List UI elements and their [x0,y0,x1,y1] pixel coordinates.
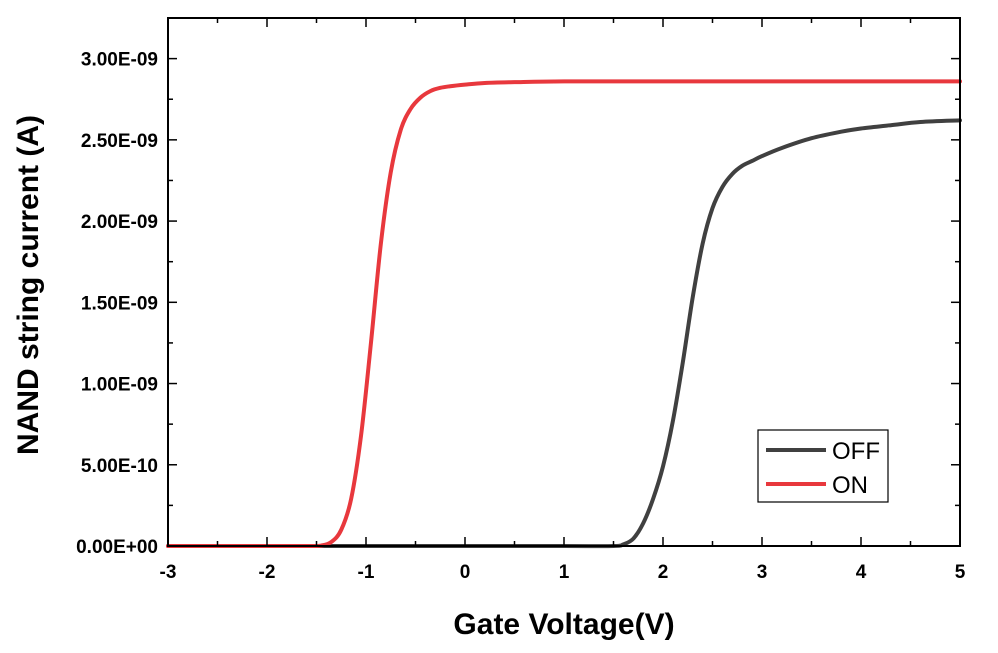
x-tick-label: 1 [559,562,570,583]
x-tick-label: 2 [658,562,669,583]
x-tick-label: 4 [856,562,867,583]
x-tick-label: 0 [460,562,471,583]
x-tick-label: -1 [358,562,375,583]
y-tick-label: 2.00E-09 [81,212,158,233]
y-axis-title: NAND string current (A) [12,115,45,455]
x-tick-label: 3 [757,562,768,583]
legend: OFF ON [757,429,889,503]
x-tick-label: -2 [259,562,276,583]
y-tick-label: 3.00E-09 [81,50,158,71]
y-tick-label: 1.50E-09 [81,293,158,314]
x-tick-label: 5 [955,562,966,583]
y-tick-labels: 0.00E+00 5.00E-10 1.00E-09 1.50E-09 2.00E-09… [76,50,158,558]
y-tick-label: 0.00E+00 [76,537,158,558]
x-tick-labels: -3 -2 -1 0 1 2 3 4 5 [160,562,966,583]
series-line-on [166,79,962,549]
legend-label-off: OFF [832,438,880,465]
x-axis-title: Gate Voltage(V) [453,608,674,641]
axis-ticks [167,17,961,547]
y-tick-label: 2.50E-09 [81,131,158,152]
legend-box [757,429,889,503]
x-tick-label: -3 [160,562,177,583]
y-tick-label: 5.00E-10 [81,456,158,477]
y-tick-label: 1.00E-09 [81,375,158,396]
legend-label-on: ON [832,472,868,499]
